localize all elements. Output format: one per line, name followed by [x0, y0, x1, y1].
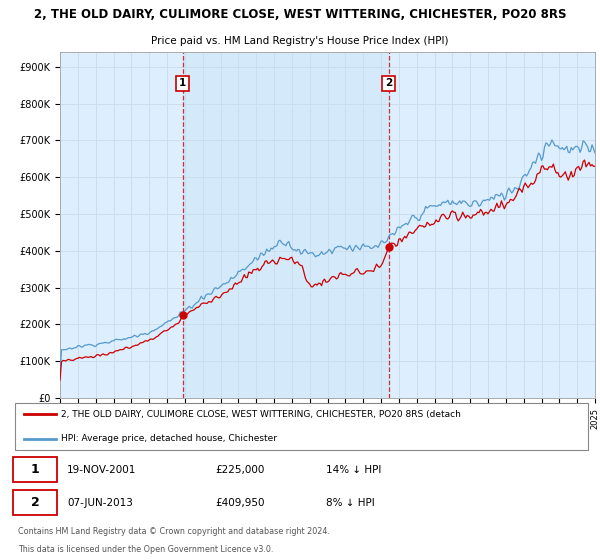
Text: £409,950: £409,950	[216, 498, 265, 508]
Text: Price paid vs. HM Land Registry's House Price Index (HPI): Price paid vs. HM Land Registry's House …	[151, 36, 449, 45]
FancyBboxPatch shape	[13, 457, 57, 482]
Text: 2, THE OLD DAIRY, CULIMORE CLOSE, WEST WITTERING, CHICHESTER, PO20 8RS: 2, THE OLD DAIRY, CULIMORE CLOSE, WEST W…	[34, 8, 566, 21]
Text: 2, THE OLD DAIRY, CULIMORE CLOSE, WEST WITTERING, CHICHESTER, PO20 8RS (detach: 2, THE OLD DAIRY, CULIMORE CLOSE, WEST W…	[61, 410, 461, 419]
Text: 1: 1	[31, 463, 40, 476]
FancyBboxPatch shape	[15, 403, 588, 450]
Text: This data is licensed under the Open Government Licence v3.0.: This data is licensed under the Open Gov…	[18, 545, 273, 554]
Text: Contains HM Land Registry data © Crown copyright and database right 2024.: Contains HM Land Registry data © Crown c…	[18, 528, 329, 536]
Text: 19-NOV-2001: 19-NOV-2001	[67, 465, 137, 474]
Text: 2: 2	[31, 496, 40, 509]
Text: HPI: Average price, detached house, Chichester: HPI: Average price, detached house, Chic…	[61, 434, 277, 443]
Text: £225,000: £225,000	[216, 465, 265, 474]
Text: 1: 1	[179, 78, 187, 88]
FancyBboxPatch shape	[13, 490, 57, 515]
Text: 14% ↓ HPI: 14% ↓ HPI	[326, 465, 382, 474]
Text: 8% ↓ HPI: 8% ↓ HPI	[326, 498, 375, 508]
Text: 07-JUN-2013: 07-JUN-2013	[67, 498, 133, 508]
Text: 2: 2	[385, 78, 392, 88]
Bar	[182, 52, 389, 398]
